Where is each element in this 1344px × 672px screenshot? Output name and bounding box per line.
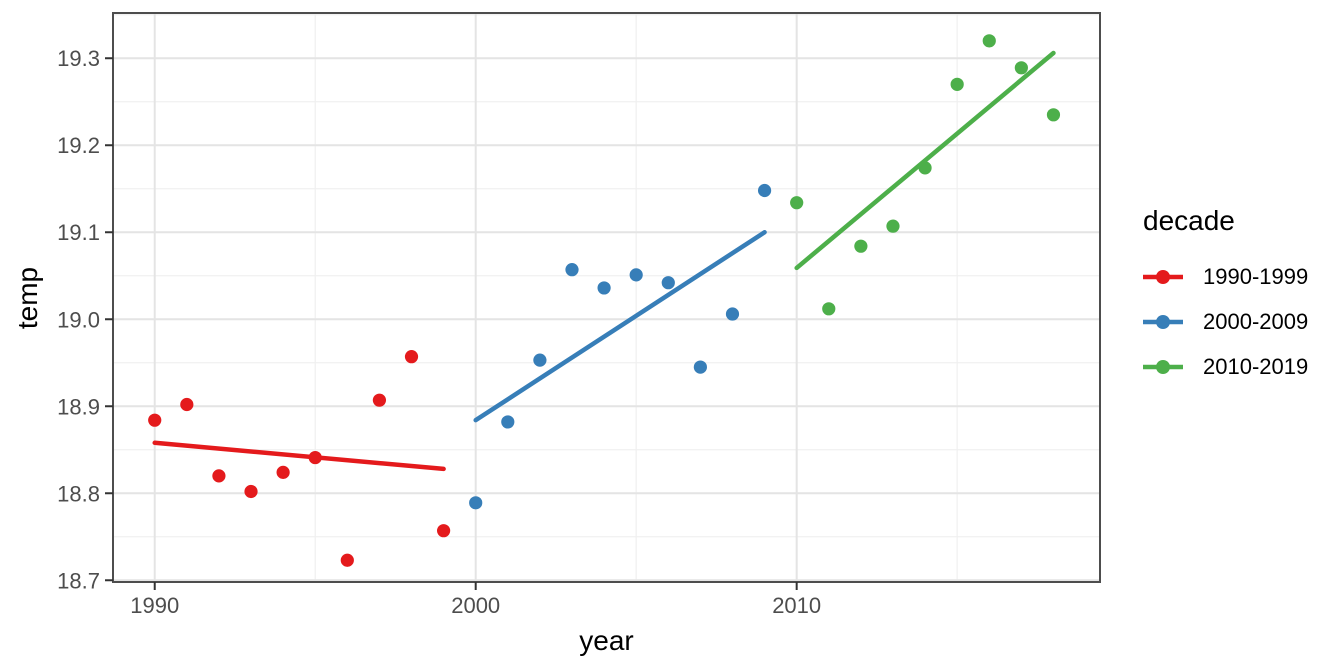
legend-key-line-dot-icon <box>1143 359 1183 374</box>
data-point-1990-1999-1992 <box>212 469 226 483</box>
data-point-2010-2019-2013 <box>886 219 900 233</box>
data-point-2000-2009-2004 <box>597 281 611 295</box>
panel-border <box>112 12 1101 583</box>
legend: decade 1990-1999 2000-2009 2010-2019 <box>1143 206 1308 389</box>
legend-label: 1990-1999 <box>1203 263 1309 289</box>
x-tick-label: 2000 <box>451 593 500 618</box>
legend-item-2000s: 2000-2009 <box>1143 299 1308 344</box>
data-point-1990-1999-1997 <box>372 393 387 407</box>
data-point-2010-2019-2011 <box>822 302 836 316</box>
x-tick-label: 2010 <box>772 593 821 618</box>
x-tick-label: 1990 <box>130 593 179 618</box>
legend-key-dot <box>1156 314 1170 329</box>
data-point-2010-2019-2017 <box>1014 61 1028 75</box>
legend-key-dot <box>1156 359 1170 374</box>
y-tick-label: 19.0 <box>57 307 100 332</box>
y-tick-label: 19.1 <box>57 220 100 245</box>
data-point-1990-1999-1994 <box>276 465 290 479</box>
legend-key-line-dot-icon <box>1143 314 1183 329</box>
legend-key-line-dot-icon <box>1143 269 1183 284</box>
data-point-2000-2009-2009 <box>757 183 772 198</box>
data-point-1990-1999-1999 <box>437 524 451 538</box>
y-tick-label: 18.9 <box>57 394 100 419</box>
data-point-1990-1999-1998 <box>404 350 419 364</box>
data-point-2000-2009-2003 <box>565 263 579 277</box>
legend-title: decade <box>1143 205 1235 236</box>
legend-item-1990s: 1990-1999 <box>1143 254 1308 299</box>
legend-label: 2000-2009 <box>1203 308 1309 334</box>
y-tick-label: 19.3 <box>57 46 100 71</box>
trend-line-2000-2009 <box>473 229 767 423</box>
y-tick-label: 18.7 <box>57 568 100 593</box>
data-point-2000-2009-2007 <box>693 360 707 374</box>
data-point-2000-2009-2008 <box>725 307 740 321</box>
data-point-2010-2019-2015 <box>950 77 964 91</box>
data-point-2000-2009-2005 <box>629 268 643 282</box>
data-point-2000-2009-2000 <box>469 496 483 510</box>
data-point-2000-2009-2006 <box>661 276 675 290</box>
legend-item-2010s: 2010-2019 <box>1143 344 1308 389</box>
y-axis-title: temp <box>12 266 43 330</box>
plot-panel <box>113 13 1100 582</box>
y-tick-label: 19.2 <box>57 133 100 158</box>
trend-line-1990-1999 <box>152 440 446 472</box>
data-point-1990-1999-1993 <box>244 484 258 499</box>
data-point-1990-1999-1996 <box>340 553 354 567</box>
legend-label: 2010-2019 <box>1203 353 1309 379</box>
data-point-2010-2019-2016 <box>982 34 996 48</box>
y-tick-label: 18.8 <box>57 481 100 506</box>
data-point-2000-2009-2002 <box>533 353 547 367</box>
data-point-2010-2019-2010 <box>790 196 804 210</box>
x-axis-title: year <box>579 625 634 656</box>
legend-key-dot <box>1156 269 1170 284</box>
data-point-1990-1999-1990 <box>148 413 162 427</box>
data-point-1990-1999-1991 <box>180 397 194 412</box>
data-point-2010-2019-2012 <box>854 239 868 253</box>
data-point-2000-2009-2001 <box>501 415 515 429</box>
data-point-2010-2019-2018 <box>1046 108 1061 122</box>
trend-line-2010-2019 <box>794 50 1056 271</box>
